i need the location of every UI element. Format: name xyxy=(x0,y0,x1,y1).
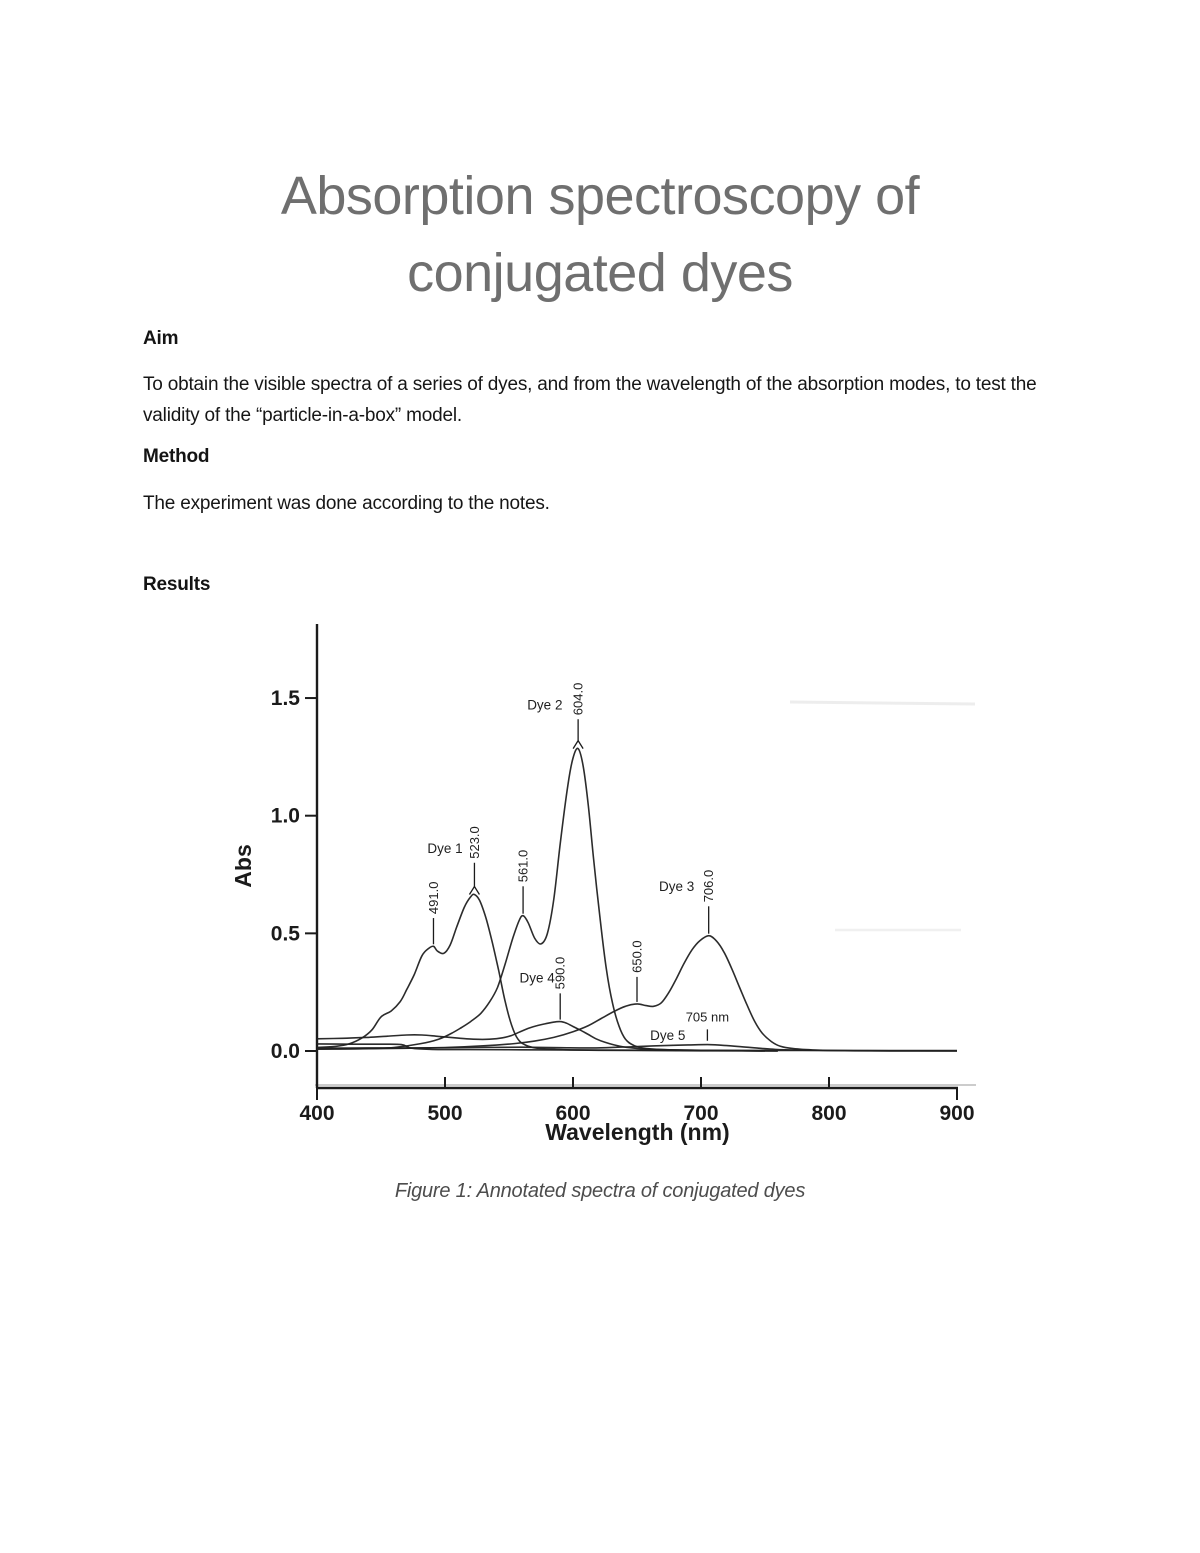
curve-name-label-dye-4: Dye 4 xyxy=(520,971,556,986)
x-tick-label: 600 xyxy=(555,1102,590,1125)
document-title: Absorption spectroscopy of conjugated dy… xyxy=(0,158,1200,312)
scan-noise-line xyxy=(789,700,976,706)
y-tick-label: 0.5 xyxy=(271,922,301,945)
spectrum-curve-dye-2 xyxy=(316,747,766,1052)
section-heading-method: Method xyxy=(143,446,210,467)
curve-name-label-dye-3: Dye 3 xyxy=(659,879,694,894)
x-tick-label: 800 xyxy=(811,1102,846,1125)
curve-name-label-dye-5: Dye 5 xyxy=(650,1028,685,1043)
section-body-aim: To obtain the visible spectra of a serie… xyxy=(143,374,1037,426)
peak-wavelength-label: 705 nm xyxy=(686,1010,729,1025)
peak-wavelength-label: 561.0 xyxy=(516,850,531,883)
spectrum-curve-baseline xyxy=(316,1043,958,1052)
section-heading-results: Results xyxy=(143,574,211,595)
absorption-spectra-plot: 0.0 0.5 1.0 1.5 400 500 600 700 800 900 Abs Wavelen… xyxy=(230,624,976,1145)
curve-name-label-dye-2: Dye 2 xyxy=(527,698,562,713)
y-tick-label: 0.0 xyxy=(271,1040,300,1063)
peak-wavelength-label: 650.0 xyxy=(630,940,645,973)
x-tick-label: 900 xyxy=(939,1102,974,1125)
spectrum-curve-dye-4 xyxy=(316,1020,778,1052)
x-tick-label: 700 xyxy=(683,1102,718,1125)
peak-wavelength-label: 590.0 xyxy=(553,957,568,990)
section-heading-aim: Aim xyxy=(143,328,179,349)
document-title-line2: conjugated dyes xyxy=(407,243,793,304)
x-axis-title: Wavelength (nm) xyxy=(545,1119,729,1145)
curve-name-label-dye-1: Dye 1 xyxy=(427,841,462,856)
document-title-line1: Absorption spectroscopy of xyxy=(280,166,920,226)
x-tick-label: 500 xyxy=(427,1102,462,1125)
y-tick-label: 1.0 xyxy=(271,805,300,828)
spectrum-curve-dye-3 xyxy=(316,934,958,1052)
peak-wavelength-label: 604.0 xyxy=(571,683,586,716)
figure-caption: Figure 1: Annotated spectra of conjugate… xyxy=(394,1180,806,1202)
peak-leader-fork xyxy=(572,739,584,749)
y-axis-title: Abs xyxy=(235,844,256,887)
peak-wavelength-label: 523.0 xyxy=(467,826,482,859)
spectrum-curve-dye-1 xyxy=(316,893,778,1052)
section-body-method: The experiment was done according to the… xyxy=(143,493,550,514)
peak-leader-fork xyxy=(468,885,480,895)
x-tick-label: 400 xyxy=(299,1102,334,1125)
figure-1-spectra-chart: 0.0 0.5 1.0 1.5 400 500 600 700 800 900 Abs Wavelen… xyxy=(230,618,990,1166)
y-tick-label: 1.5 xyxy=(271,687,301,710)
peak-wavelength-label: 491.0 xyxy=(426,882,441,915)
peak-wavelength-label: 706.0 xyxy=(701,870,716,903)
